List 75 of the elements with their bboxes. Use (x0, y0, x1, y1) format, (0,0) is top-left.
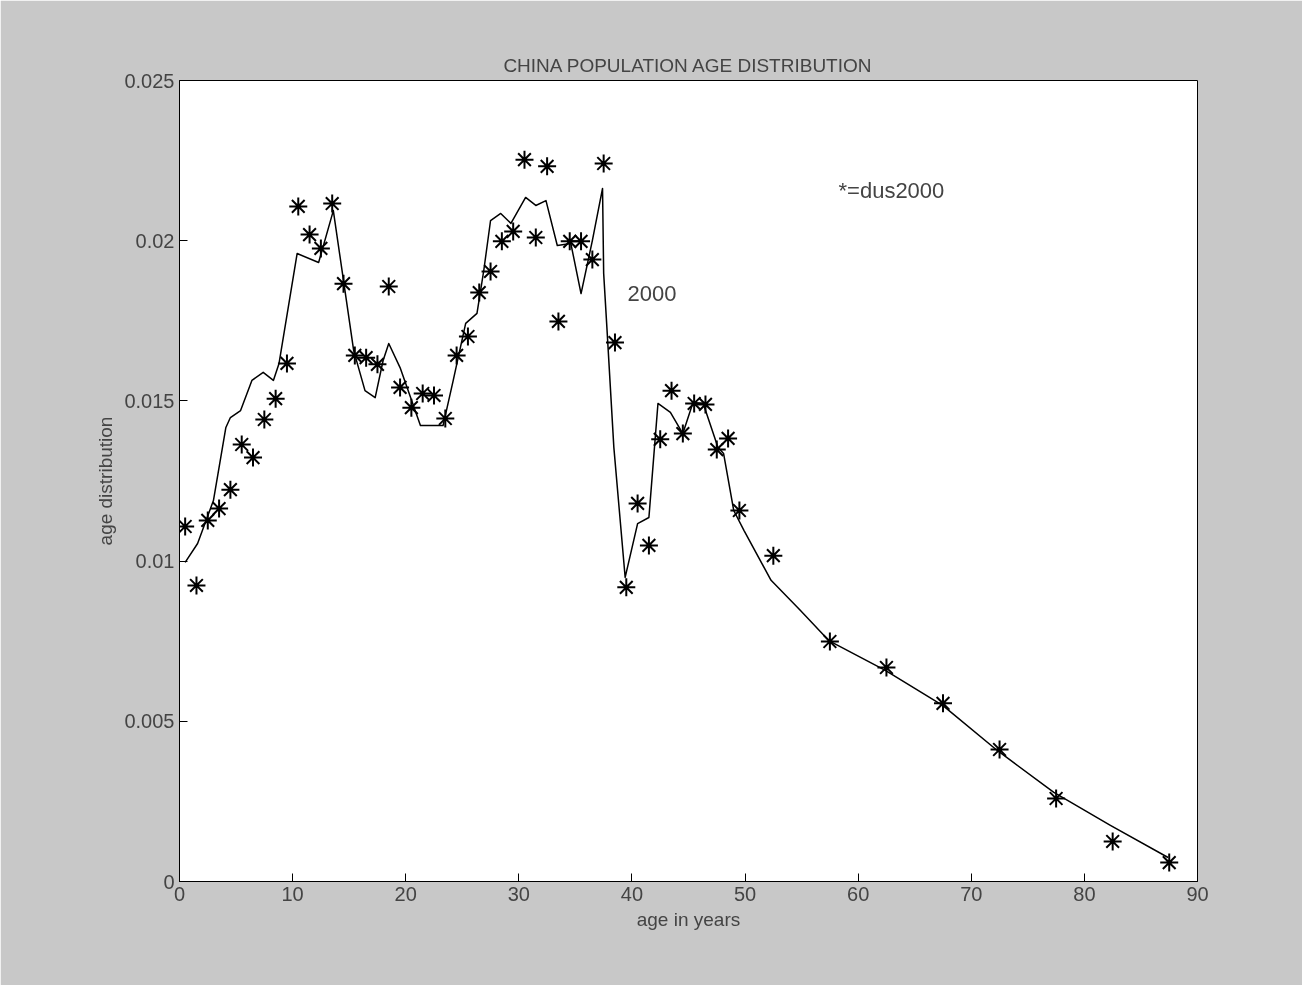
point (616, 577, 637, 598)
point (661, 380, 682, 401)
point (231, 434, 252, 455)
point (344, 345, 365, 366)
point (989, 739, 1010, 760)
point (480, 261, 501, 282)
point (650, 429, 671, 450)
point (469, 282, 490, 303)
point (265, 388, 286, 409)
point (299, 224, 320, 245)
point (220, 479, 241, 500)
point (333, 273, 354, 294)
point (571, 231, 592, 252)
point (1046, 788, 1067, 809)
point (582, 249, 603, 270)
point (604, 332, 625, 353)
point (288, 196, 309, 217)
point (672, 423, 693, 444)
annotation: 2000 (627, 280, 677, 306)
point (537, 156, 558, 177)
x-tick-label: 50 (733, 882, 757, 905)
point (356, 347, 377, 368)
point (729, 500, 750, 521)
point (1102, 831, 1123, 852)
point (593, 153, 614, 174)
y-axis-title: age distribution (95, 416, 117, 546)
point (819, 631, 840, 652)
point (627, 493, 648, 514)
point (390, 377, 411, 398)
y-tick-label: 0.02 (135, 229, 175, 252)
x-tick-label: 60 (847, 882, 870, 905)
point (243, 447, 264, 468)
x-tick-label: 20 (394, 882, 417, 905)
x-tick-label: 80 (1073, 882, 1096, 905)
point (503, 221, 524, 242)
x-axis-title: age in years (636, 908, 741, 930)
y-tick-label: 0.01 (135, 550, 175, 573)
point (457, 326, 478, 347)
point (446, 345, 467, 366)
point (435, 408, 456, 429)
point (186, 575, 207, 596)
point (310, 238, 331, 259)
point (876, 657, 897, 678)
point (491, 231, 512, 252)
point (933, 693, 953, 714)
annotation: *=dus2000 (838, 177, 945, 203)
point (367, 354, 388, 375)
x-tick-label: 90 (1186, 882, 1209, 905)
point (424, 385, 444, 406)
point (412, 383, 433, 404)
x-tick-label: 10 (281, 882, 304, 905)
point (1159, 852, 1180, 873)
chart-title: CHINA POPULATION AGE DISTRIBUTION (503, 54, 872, 76)
point (401, 397, 422, 418)
point (254, 409, 275, 430)
point (718, 428, 739, 449)
point (695, 394, 716, 415)
point (322, 193, 343, 214)
point (378, 276, 399, 297)
y-tick-label: 0.015 (124, 389, 175, 412)
point (638, 535, 659, 556)
x-tick-label: 30 (507, 882, 530, 905)
point (548, 311, 569, 332)
x-tick-label: 70 (960, 882, 983, 905)
point (706, 439, 727, 460)
point (197, 510, 218, 531)
point (276, 353, 297, 374)
point (684, 393, 705, 414)
x-tick-label: 40 (620, 882, 644, 905)
point (763, 545, 784, 566)
point (209, 498, 230, 519)
y-tick-label: 0.025 (124, 69, 175, 92)
point (525, 227, 546, 248)
point (514, 149, 535, 170)
y-tick-label: 0.005 (124, 710, 175, 733)
